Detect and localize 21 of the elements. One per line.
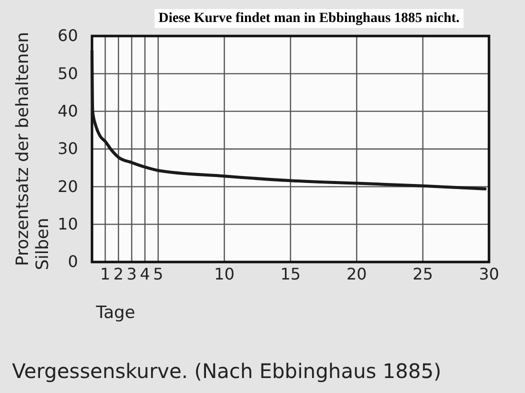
x-tick-label: 20 [346, 264, 367, 284]
y-tick-label: 60 [58, 26, 78, 46]
x-tick-label: 15 [280, 264, 301, 284]
x-tick-label: 2 [113, 264, 124, 284]
y-tick-label: 20 [58, 176, 78, 196]
x-tick-label: 30 [478, 264, 500, 284]
x-tick-label: 4 [140, 264, 150, 284]
x-tick-label: 3 [126, 264, 137, 284]
y-axis-title: Prozentsatz der behaltenen Silben [13, 32, 53, 270]
y-tick-label: 30 [58, 139, 78, 158]
y-tick-label: 50 [58, 64, 78, 83]
text: Vergessenskurve. (Nach Ebbinghaus 1885) [12, 359, 442, 383]
x-axis-title: Tage [95, 303, 136, 323]
text: Diese Kurve findet man in Ebbinghaus 1885 nicht. [158, 11, 460, 26]
y-tick-label: 0 [68, 252, 78, 272]
x-tick-label: 10 [214, 264, 235, 284]
x-tick-label: 1 [100, 264, 110, 284]
y-tick-label: 40 [58, 101, 78, 120]
x-tick-label: 25 [412, 264, 434, 284]
y-tick-label: 10 [58, 214, 78, 234]
x-tick-label: 5 [153, 264, 164, 284]
